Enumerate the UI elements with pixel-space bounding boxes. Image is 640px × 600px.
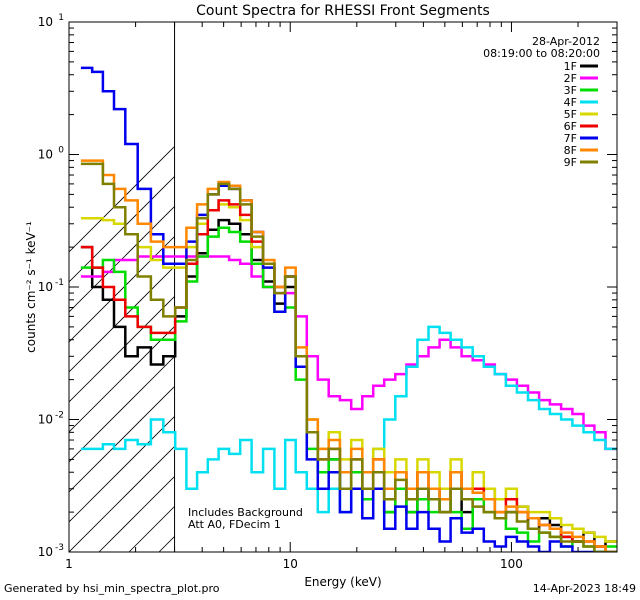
- series-layer: [80, 66, 617, 552]
- x-tick-label: 1: [65, 557, 73, 571]
- legend-label-6f: 6F: [564, 120, 577, 133]
- y-tick-label: 10: [38, 413, 53, 427]
- series-line-5f: [80, 203, 617, 543]
- date-label: 28-Apr-2012: [532, 35, 600, 48]
- hatch-line: [158, 536, 175, 552]
- y-tick-exponent: -1: [55, 278, 64, 288]
- y-tick-exponent: -3: [55, 543, 64, 553]
- series-line-9f: [80, 162, 617, 552]
- generated-by-label: Generated by hsi_min_spectra_plot.pro: [4, 582, 220, 595]
- hatch-line: [69, 326, 175, 433]
- legend-label-7f: 7F: [564, 132, 577, 145]
- legend-label-9f: 9F: [564, 156, 577, 169]
- series-line-8f: [80, 159, 617, 552]
- hatch-line: [69, 236, 175, 343]
- legend-label-3f: 3F: [564, 84, 577, 97]
- hatch-line: [98, 476, 175, 552]
- y-tick-label: 10: [38, 15, 53, 29]
- hatch-line: [69, 296, 175, 403]
- x-tick-label: 100: [500, 557, 523, 571]
- legend-label-2f: 2F: [564, 72, 577, 85]
- y-tick-exponent: 1: [58, 13, 64, 23]
- hatch-line: [69, 176, 175, 283]
- hatch-line: [69, 416, 175, 523]
- y-tick-exponent: -2: [55, 411, 64, 421]
- legend-label-1f: 1F: [564, 60, 577, 73]
- hatch-line: [69, 356, 175, 463]
- hatch-line: [69, 386, 175, 493]
- annotation-background: Includes Background: [188, 506, 303, 519]
- chart-title: Count Spectra for RHESSI Front Segments: [196, 3, 490, 19]
- y-tick-label: 10: [38, 545, 53, 559]
- annotation-attenuator: Att A0, FDecim 1: [188, 518, 281, 531]
- timestamp-label: 14-Apr-2023 18:49: [532, 582, 636, 595]
- series-line-6f: [80, 199, 617, 552]
- legend-label-4f: 4F: [564, 96, 577, 109]
- series-line-2f: [80, 255, 617, 451]
- time-range-label: 08:19:00 to 08:20:00: [483, 47, 600, 60]
- legend-label-5f: 5F: [564, 108, 577, 121]
- series-line-3f: [80, 226, 617, 552]
- hatched-region: [69, 22, 176, 552]
- hatch-line: [69, 446, 175, 552]
- y-axis-label: counts cm⁻² s⁻¹ keV⁻¹: [24, 221, 38, 353]
- y-tick-exponent: 0: [58, 146, 64, 156]
- legend-label-8f: 8F: [564, 144, 577, 157]
- y-tick-label: 10: [38, 148, 53, 162]
- series-line-1f: [80, 218, 617, 548]
- series-line-7f: [80, 66, 617, 552]
- y-tick-label: 10: [38, 280, 53, 294]
- hatch-line: [128, 506, 175, 552]
- x-tick-label: 10: [283, 557, 298, 571]
- x-axis-label: Energy (keV): [304, 575, 381, 589]
- hatch-line: [69, 266, 175, 373]
- series-line-4f: [80, 325, 617, 514]
- hatch-line: [69, 146, 175, 253]
